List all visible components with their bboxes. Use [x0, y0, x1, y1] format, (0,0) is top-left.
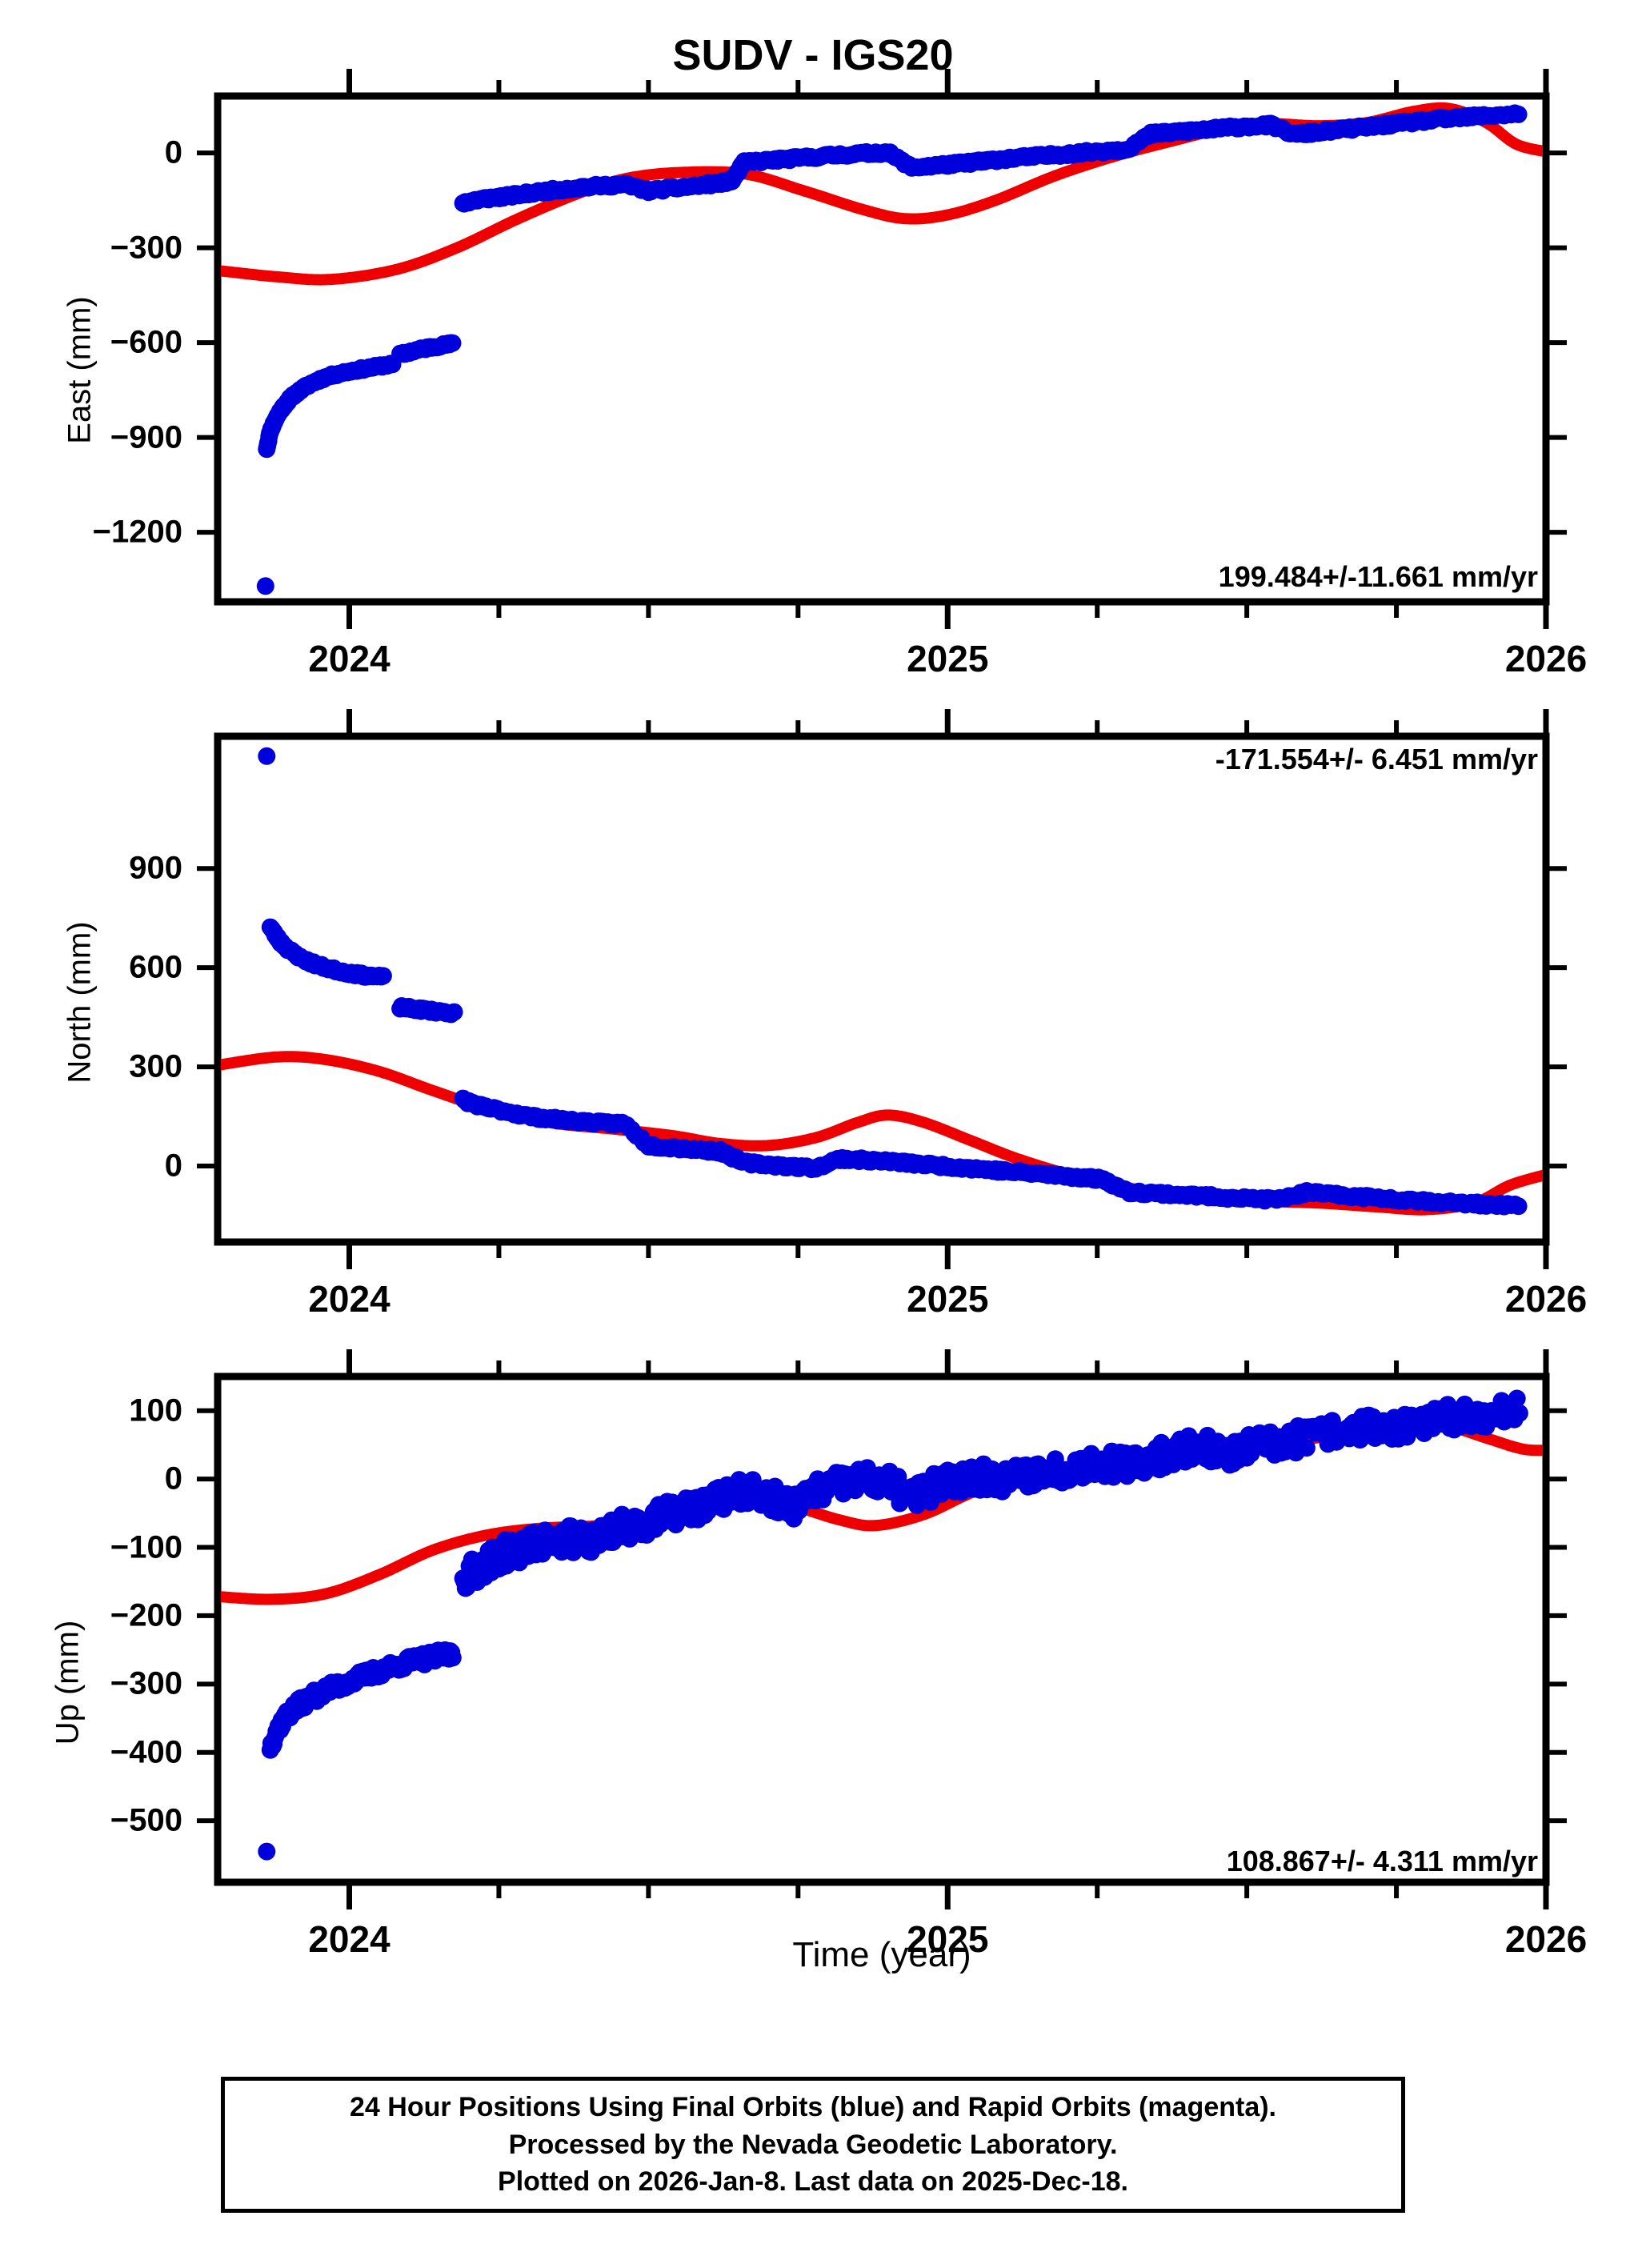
x-tick-label: 2024: [308, 1918, 390, 1960]
y-tick-label: 900: [129, 850, 182, 886]
caption-line-2: Processed by the Nevada Geodetic Laborat…: [508, 2129, 1118, 2160]
y-tick-label: −400: [110, 1734, 182, 1770]
y-tick-label: 0: [164, 1148, 182, 1184]
caption-box: 24 Hour Positions Using Final Orbits (bl…: [221, 2077, 1405, 2213]
panel-east: East (mm) 199.484+/-11.661 mm/yr 0 −300 −6…: [0, 0, 1626, 679]
y-tick-label: 300: [129, 1048, 182, 1084]
panel-east-canvas: [197, 69, 1567, 629]
y-tick-label: 100: [129, 1392, 182, 1429]
panel-up-canvas: [197, 1349, 1567, 1909]
y-tick-label: −900: [110, 419, 182, 455]
y-tick-label: −500: [110, 1802, 182, 1838]
y-tick-label: −200: [110, 1597, 182, 1633]
x-tick-label: 2026: [1504, 1918, 1588, 1960]
y-tick-label: −300: [110, 230, 182, 266]
y-tick-label: 0: [164, 134, 182, 170]
axis-label-time: Time (year): [792, 1935, 971, 1974]
rate-annotation-north: -171.554+/- 6.451 mm/yr: [1215, 743, 1538, 775]
rate-annotation-east: 199.484+/-11.661 mm/yr: [1218, 560, 1538, 593]
caption-line-3: Plotted on 2026-Jan-8. Last data on 2025…: [498, 2166, 1128, 2198]
y-tick-label: −1200: [92, 514, 182, 550]
rate-annotation-up: 108.867+/- 4.311 mm/yr: [1226, 1845, 1538, 1877]
x-tick-label: 2026: [1504, 638, 1588, 679]
panel-north: North (mm) -171.554+/- 6.451 mm/yr 900 60…: [0, 640, 1626, 1320]
panel-north-canvas: [197, 709, 1567, 1269]
caption-line-1: 24 Hour Positions Using Final Orbits (bl…: [350, 2091, 1276, 2122]
x-tick-label: 2025: [907, 1278, 989, 1320]
y-tick-label: 600: [129, 949, 182, 985]
y-tick-label: −100: [110, 1529, 182, 1565]
x-tick-label: 2025: [907, 1918, 989, 1960]
y-tick-label: −300: [110, 1665, 182, 1701]
x-tick-label: 2026: [1504, 1278, 1588, 1320]
y-tick-label: 0: [164, 1461, 182, 1497]
x-tick-label: 2024: [308, 638, 390, 679]
x-tick-label: 2024: [308, 1278, 390, 1320]
y-tick-label: −600: [110, 324, 182, 360]
x-tick-label: 2025: [907, 638, 989, 679]
panel-up: Up (mm) 108.867+/- 4.311 mm/yr 100 0 −100−…: [0, 1280, 1626, 1977]
page-title: SUDV - IGS20: [672, 31, 954, 79]
